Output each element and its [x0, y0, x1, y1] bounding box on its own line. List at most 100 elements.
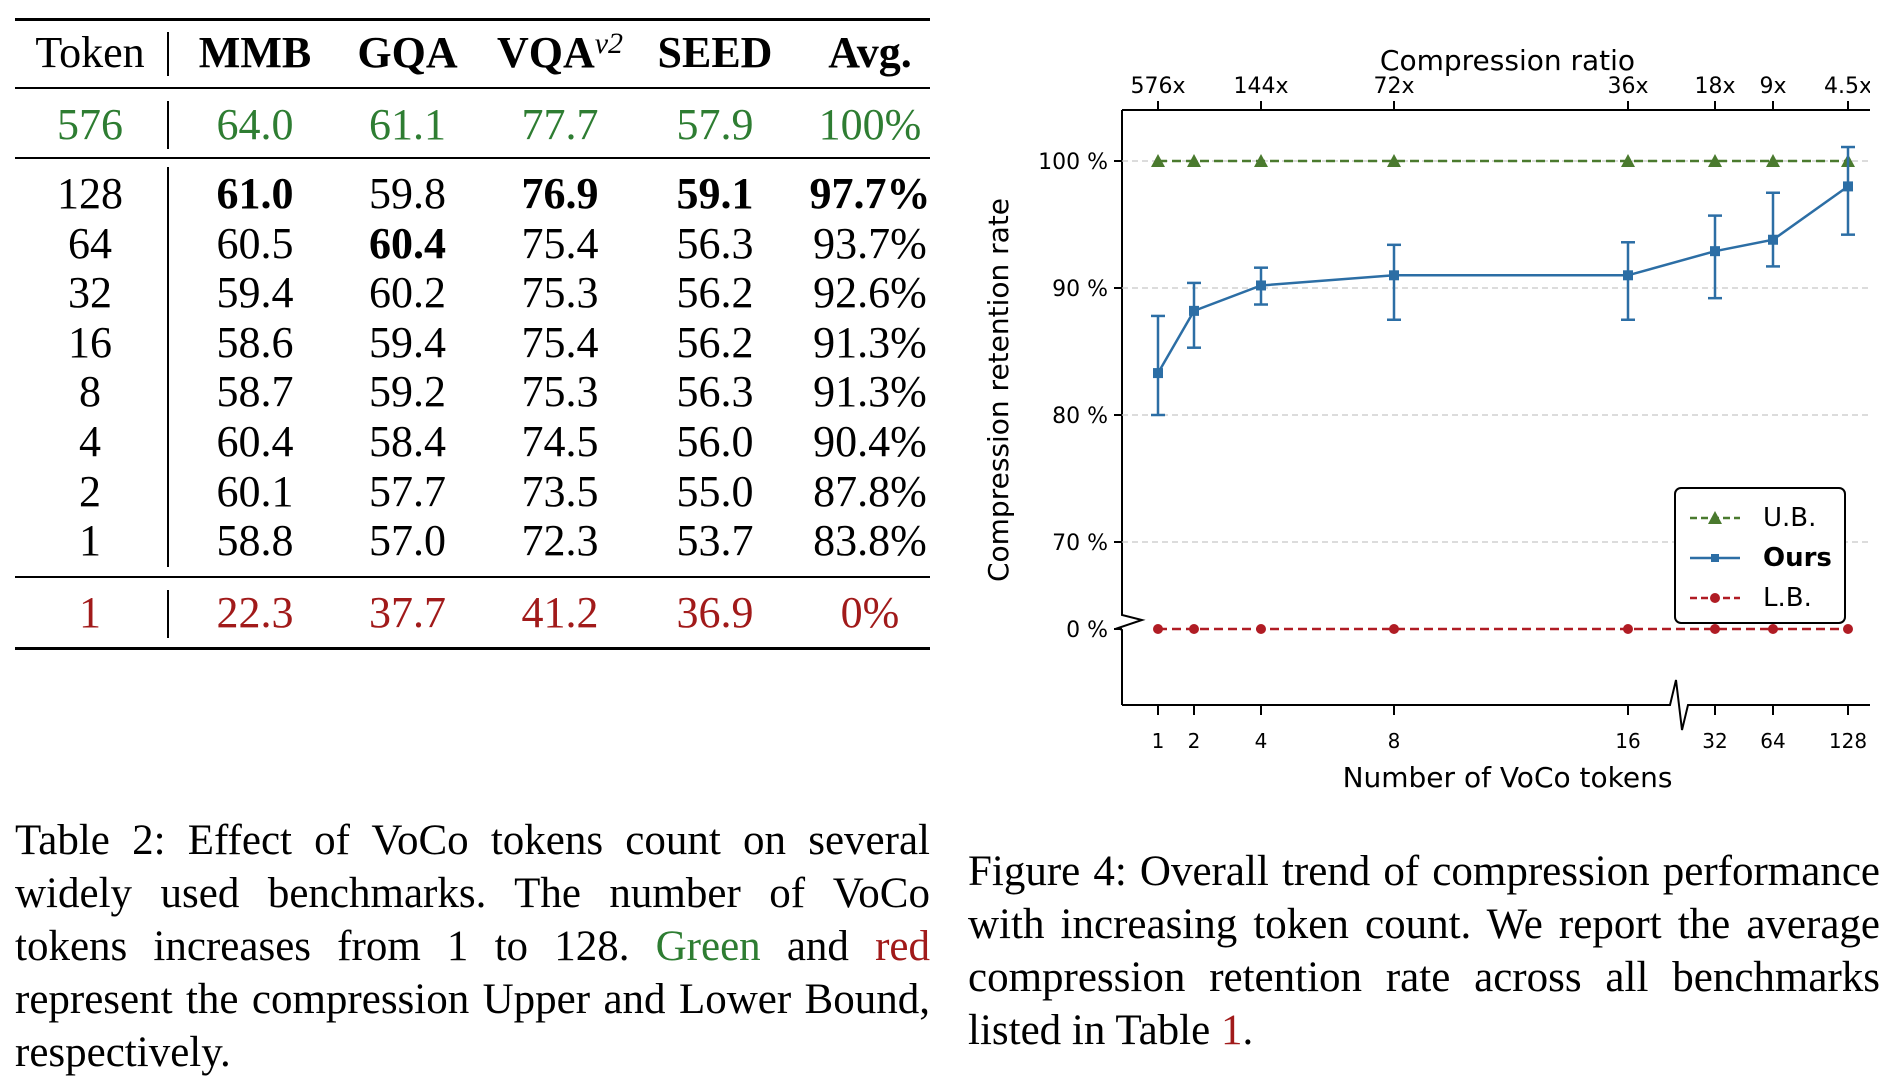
x-tick-label: 8 — [1388, 729, 1401, 753]
table-header-rule — [15, 87, 930, 89]
top-tick-label: 36x — [1607, 74, 1648, 99]
table-cell: 75.3 — [521, 367, 599, 417]
legend-label: L.B. — [1763, 583, 1812, 613]
data-point — [1389, 270, 1399, 281]
table-cell: 59.4 — [369, 317, 446, 367]
table-caption-text: Table 2: Effect of VoCo tokens count on … — [15, 817, 930, 970]
table-cell: 8 — [79, 367, 101, 417]
table-cell: 83.8% — [813, 516, 927, 566]
table-cell: 87.8% — [813, 466, 927, 516]
data-point — [1153, 624, 1163, 634]
data-point — [1710, 246, 1720, 257]
table-cell: 58.4 — [369, 417, 446, 466]
caption-green-word: Green — [655, 923, 761, 970]
table-lower-rule — [15, 576, 930, 578]
table-cell: 56.2 — [676, 268, 754, 318]
table-reference-link[interactable]: 1 — [1220, 1007, 1243, 1054]
table-cell: 91.3% — [813, 367, 927, 417]
table-cell: 56.3 — [676, 367, 754, 417]
table-cell: 56.2 — [676, 317, 754, 367]
y-tick-label: 80 % — [1052, 404, 1108, 429]
data-point — [1768, 624, 1778, 634]
table-cell: 32 — [68, 268, 112, 318]
top-tick-label: 576x — [1130, 74, 1185, 99]
table-caption: Table 2: Effect of VoCo tokens count on … — [15, 814, 930, 1079]
top-tick-label: 9x — [1759, 74, 1786, 99]
table-cell: 75.3 — [521, 268, 599, 318]
data-point — [1153, 368, 1163, 379]
y-tick-label: 0 % — [1066, 618, 1108, 643]
y-tick-label: 90 % — [1052, 277, 1108, 302]
table-cell: 64 — [68, 218, 112, 268]
table-cell: 58.6 — [216, 317, 294, 367]
table-cell: 53.7 — [676, 516, 754, 566]
table-cell: 57.0 — [369, 516, 446, 566]
table-cell: 37.7 — [369, 588, 446, 637]
table-cell: 56.3 — [676, 218, 754, 268]
legend-marker — [1708, 511, 1722, 524]
table-cell: 61.1 — [369, 100, 446, 149]
data-point — [1189, 305, 1199, 316]
x-tick-label: 4 — [1255, 729, 1268, 753]
table-cell: 36.9 — [676, 588, 754, 637]
table-row: 4 60.4 58.4 74.5 56.0 90.4% — [15, 414, 930, 470]
table-bottom-rule — [15, 647, 930, 650]
table-cell: 91.3% — [813, 317, 927, 367]
table-vertical-separator — [167, 101, 169, 149]
table-cell: 60.4 — [216, 417, 294, 466]
table-cell: 64.0 — [216, 100, 294, 149]
table-cell: 75.4 — [521, 218, 599, 268]
table-cell: 128 — [57, 169, 123, 218]
header-vqa-superscript: v2 — [594, 27, 624, 60]
table-lower-bound-row: 1 22.3 37.7 41.2 36.9 0% — [15, 585, 930, 641]
table-cell: 59.2 — [369, 367, 446, 417]
table-cell: 57.9 — [676, 100, 754, 149]
figure-caption-end: . — [1242, 1007, 1254, 1054]
table-cell: 57.7 — [369, 466, 446, 516]
table-cell: 75.4 — [521, 317, 599, 367]
x-tick-label: 128 — [1829, 729, 1867, 753]
data-point — [1843, 624, 1853, 634]
table-cell: 60.4 — [369, 218, 446, 268]
caption-and: and — [760, 923, 876, 970]
table-cell: 76.9 — [521, 169, 599, 218]
legend-marker — [1711, 554, 1719, 562]
data-point — [1387, 154, 1401, 167]
header-mmb: MMB — [198, 28, 312, 77]
retention-chart: 0 % 70 % 80 % 90 % 100 % 1 2 4 8 16 32 64 128 576x 144… — [982, 44, 1870, 794]
table-cell: 22.3 — [216, 588, 294, 637]
x-axis-label: Number of VoCo tokens — [1343, 761, 1673, 794]
data-point — [1256, 280, 1266, 291]
figure-caption-text: Figure 4: Overall trend of compression p… — [968, 848, 1880, 1054]
table-cell: 576 — [57, 100, 123, 149]
table-vertical-separator — [167, 32, 169, 76]
table-cell: 72.3 — [521, 516, 599, 566]
table-row: 1 58.8 57.0 72.3 53.7 83.8% — [15, 513, 930, 569]
header-token: Token — [35, 28, 145, 77]
table-cell: 4 — [79, 417, 101, 466]
legend-label: Ours — [1763, 543, 1832, 573]
header-seed: SEED — [657, 28, 773, 77]
data-point — [1256, 624, 1266, 634]
table-vertical-separator — [167, 590, 169, 638]
x-tick-label: 16 — [1615, 729, 1640, 753]
table-cell: 90.4% — [813, 417, 927, 466]
y-axis-label: Compression retention rate — [982, 198, 1015, 582]
series-line-ours — [1156, 185, 1849, 374]
header-avg: Avg. — [828, 28, 912, 77]
table-mid-rule — [15, 157, 930, 159]
data-point — [1623, 270, 1633, 281]
table-cell: 61.0 — [216, 169, 294, 218]
x-tick-label: 1 — [1152, 729, 1165, 753]
data-point — [1151, 154, 1165, 167]
table-header-row: Token MMB GQA VQAv2 SEED Avg. — [15, 25, 930, 81]
data-point — [1621, 154, 1635, 167]
data-point — [1843, 181, 1853, 192]
table-top-rule — [15, 18, 930, 21]
top-tick-label: 18x — [1694, 74, 1735, 99]
table-vertical-separator — [167, 167, 169, 567]
table-cell: 59.8 — [369, 169, 446, 218]
data-point — [1189, 624, 1199, 634]
top-tick-label: 72x — [1373, 74, 1414, 99]
table-cell: 92.6% — [813, 268, 927, 318]
